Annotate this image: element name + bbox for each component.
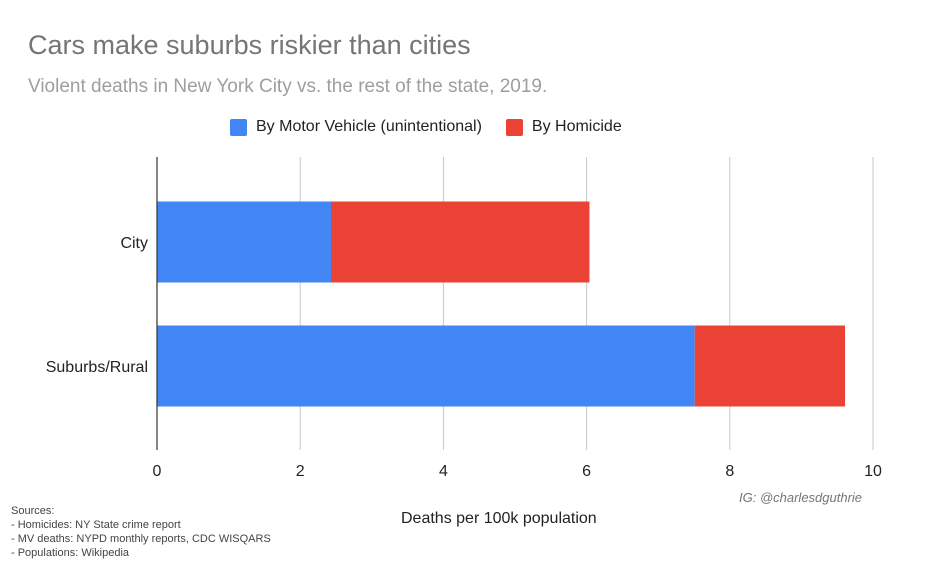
source-populations: - Populations: Wikipedia — [11, 547, 130, 559]
legend-label-homicide: By Homicide — [531, 118, 622, 135]
bar-city-series-1 — [330, 201, 590, 283]
category-label-suburbs-rural: Suburbs/Rural — [46, 359, 148, 376]
x-tick-label-4: 4 — [439, 463, 448, 480]
chart-subtitle: Violent deaths in New York City vs. the … — [28, 76, 548, 97]
sources-block: Sources: - Homicides: NY State crime rep… — [11, 504, 271, 560]
sources-heading: Sources: — [11, 505, 55, 517]
legend-swatch-motor-vehicle — [230, 118, 247, 136]
legend-swatch-homicide — [505, 118, 523, 136]
x-tick-label-0: 0 — [153, 463, 162, 480]
x-tick-label-10: 10 — [864, 463, 882, 480]
legend-label-motor-vehicle: By Motor Vehicle (unintentional) — [256, 118, 482, 135]
x-tick-label-6: 6 — [582, 463, 591, 480]
x-tick-label-8: 8 — [725, 463, 734, 480]
category-label-city: City — [120, 235, 148, 252]
x-tick-label-2: 2 — [296, 463, 305, 480]
legend-item-motor-vehicle: By Motor Vehicle (unintentional) — [230, 118, 482, 136]
source-mv-deaths: - MV deaths: NYPD monthly reports, CDC W… — [11, 533, 271, 545]
x-axis-label: Deaths per 100k population — [401, 510, 597, 527]
bar-suburbs-rural-series-0 — [157, 325, 695, 407]
source-homicides: - Homicides: NY State crime report — [11, 519, 181, 531]
bar-city-series-0 — [157, 201, 331, 283]
credit-text: IG: @charlesdguthrie — [739, 490, 863, 505]
chart-title: Cars make suburbs riskier than cities — [28, 30, 471, 60]
legend-item-homicide: By Homicide — [505, 118, 622, 136]
legend: By Motor Vehicle (unintentional) By Homi… — [230, 118, 646, 136]
bar-suburbs-rural-series-1 — [694, 325, 846, 407]
